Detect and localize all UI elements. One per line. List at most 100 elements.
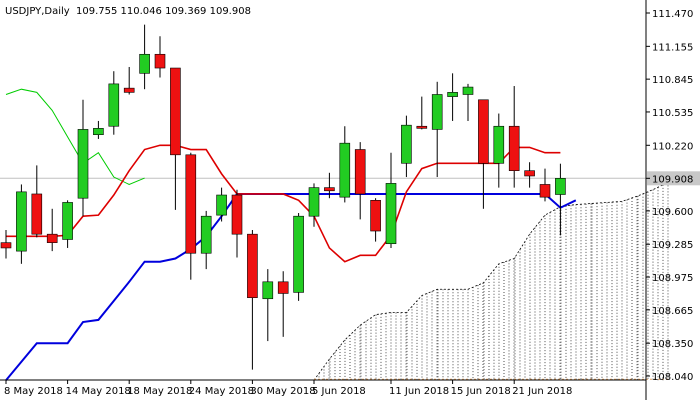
candle	[216, 187, 227, 222]
candle-body-bullish	[200, 215, 212, 254]
candle-body-bullish	[401, 124, 412, 164]
candle	[154, 36, 166, 78]
y-tick-label: 109.908	[652, 174, 693, 185]
candles	[0, 24, 566, 370]
candle	[539, 168, 551, 202]
y-tick-label: 111.155	[652, 42, 693, 53]
candle-body-bearish	[478, 99, 489, 164]
candle	[354, 142, 366, 220]
candle	[247, 229, 258, 370]
candle	[0, 229, 12, 259]
candle-body-bullish	[447, 92, 458, 97]
candle-body-bearish	[277, 281, 289, 294]
chart-ohlc-label: 109.755 110.046 109.369 109.908	[76, 6, 251, 17]
candle	[462, 83, 474, 121]
candle-body-bearish	[508, 125, 520, 171]
indicator-lines	[5, 88, 577, 381]
candle	[170, 67, 181, 210]
candle-body-bullish	[308, 187, 320, 217]
candle	[62, 200, 73, 248]
candle-body-bearish	[247, 233, 258, 298]
y-axis: 111.470 111.155 110.845 110.535 110.220 109.9…	[646, 9, 700, 383]
candle	[16, 184, 27, 264]
y-tick-label: 111.470	[652, 9, 693, 20]
y-tick-label: 108.350	[652, 339, 693, 350]
candle-body-bullish	[216, 194, 227, 216]
candle-body-bearish	[416, 125, 428, 129]
candle	[401, 115, 412, 178]
candle-body-bullish	[339, 142, 351, 198]
y-tick-label: 108.040	[652, 372, 693, 383]
candle-body-bearish	[123, 87, 135, 93]
candle-body-bullish	[462, 86, 474, 95]
x-tick-label: 8 May 2018	[4, 386, 63, 397]
candle	[293, 213, 304, 301]
candle-body-bearish	[170, 67, 181, 156]
candle-body-bearish	[324, 187, 335, 192]
candle-body-bullish	[139, 53, 150, 74]
y-tick-label: 108.975	[652, 273, 693, 284]
candle-body-bullish	[493, 125, 505, 164]
y-tick-label: 108.665	[652, 306, 693, 317]
current-price-badge	[647, 171, 700, 186]
candle-body-bearish	[524, 170, 535, 177]
candle	[277, 271, 289, 337]
cloud-upper-line	[313, 181, 669, 381]
x-tick-label: 5 Jun 2018	[312, 386, 366, 397]
candle	[339, 126, 351, 203]
chikou-span-line	[5, 88, 145, 185]
candle	[478, 99, 489, 209]
y-tick-label: 110.220	[652, 141, 693, 152]
candle	[555, 163, 566, 236]
candle	[447, 73, 458, 121]
y-tick-label: 110.535	[652, 108, 693, 119]
candle	[108, 71, 120, 135]
candle-body-bullish	[385, 183, 397, 245]
candle-body-bearish	[0, 242, 12, 249]
ichimoku-cloud	[313, 181, 669, 381]
candle	[46, 208, 58, 252]
candle	[508, 86, 520, 188]
candle-body-bearish	[354, 149, 366, 195]
candle	[31, 165, 43, 238]
candle	[524, 162, 535, 188]
candle-body-bearish	[370, 200, 381, 232]
candle-body-bearish	[46, 233, 58, 243]
candle	[308, 183, 320, 227]
y-tick-label: 109.285	[652, 240, 693, 251]
candle-body-bullish	[108, 83, 120, 127]
candle-body-bullish	[555, 178, 566, 195]
candle-body-bullish	[16, 191, 27, 252]
candle-body-bearish	[539, 184, 551, 198]
candle-body-bearish	[154, 53, 166, 69]
x-tick-label: 21 Jun 2018	[512, 386, 572, 397]
candle	[324, 172, 335, 199]
candle-body-bullish	[62, 202, 73, 240]
candle	[416, 96, 428, 130]
x-tick-label: 11 Jun 2018	[389, 386, 449, 397]
x-tick-label: 30 May 2018	[250, 386, 315, 397]
candle	[385, 152, 397, 248]
candle-body-bullish	[77, 129, 89, 199]
candle-body-bullish	[93, 128, 104, 136]
candle	[139, 24, 150, 90]
candle	[93, 120, 104, 139]
candle	[370, 198, 381, 242]
candle-body-bearish	[31, 193, 43, 235]
candle	[262, 269, 274, 342]
tenkan-sen-line	[6, 144, 561, 263]
candle-body-bullish	[293, 215, 304, 293]
candle-body-bullish	[431, 94, 443, 130]
candle	[123, 66, 135, 95]
x-tick-label: 15 Jun 2018	[451, 386, 511, 397]
x-tick-label: 18 May 2018	[127, 386, 192, 397]
candle	[431, 81, 443, 178]
y-tick-label: 110.845	[652, 75, 693, 86]
candle-body-bearish	[231, 194, 243, 235]
y-tick-label: 109.600	[652, 207, 693, 218]
candle	[231, 189, 243, 258]
